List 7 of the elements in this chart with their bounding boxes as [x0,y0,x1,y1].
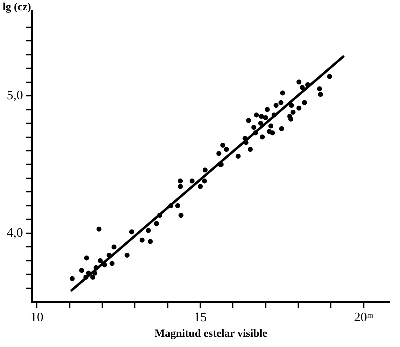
y-axis-title: lg (cz) [2,1,32,14]
x-axis-title: Magnitud estelar visible [154,328,268,340]
x-tick-label: 20ᵐ [354,309,374,324]
x-tick-label: 15 [194,309,208,324]
y-tick-label: 4,0 [7,224,24,240]
y-tick-label: 5,0 [7,87,24,102]
x-tick-label: 10 [30,309,44,324]
